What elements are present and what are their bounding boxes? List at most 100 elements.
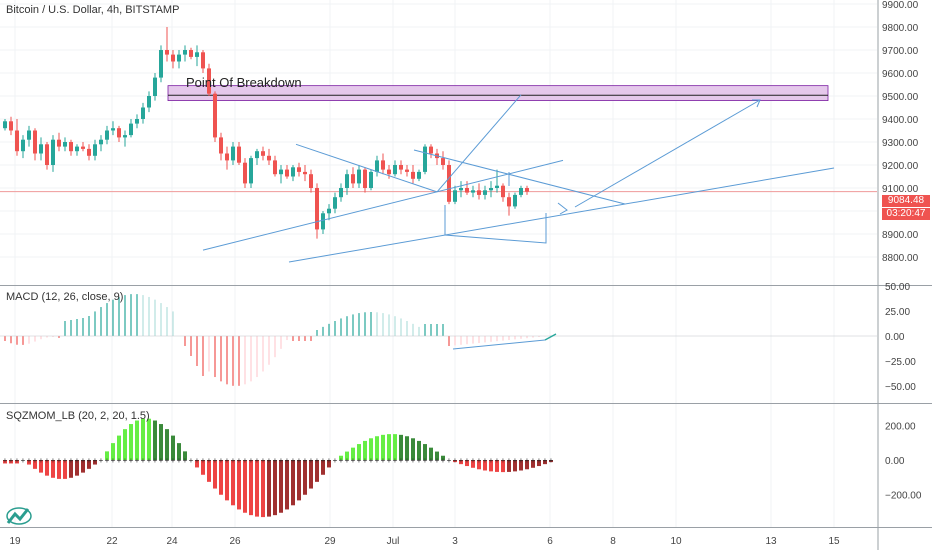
x-tick-0: 19 bbox=[9, 536, 21, 547]
trendline-1 bbox=[202, 159, 564, 251]
main-ytick-11: 8800.00 bbox=[882, 253, 919, 264]
candle-body-84 bbox=[507, 197, 511, 207]
sqz-dot-61: + bbox=[369, 456, 374, 465]
sqz-dot-16: + bbox=[99, 456, 104, 465]
macd-ytick-2: 0.00 bbox=[885, 332, 905, 343]
sqz-bar-87 bbox=[525, 460, 529, 470]
candle-body-23 bbox=[141, 107, 145, 119]
candle-body-46 bbox=[279, 169, 283, 175]
sqz-dot-44: + bbox=[267, 456, 272, 465]
sqz-bar-43 bbox=[261, 460, 265, 518]
candle-body-17 bbox=[105, 130, 109, 140]
sqz-dot-49: + bbox=[297, 456, 302, 465]
sqz-bar-10 bbox=[63, 460, 67, 479]
candle-body-18 bbox=[111, 128, 115, 131]
candle-body-71 bbox=[429, 146, 433, 154]
candle-body-24 bbox=[147, 96, 151, 108]
x-tick-8: 8 bbox=[610, 536, 616, 547]
sqz-bar-20 bbox=[123, 429, 127, 460]
sqz-bar-49 bbox=[297, 460, 301, 501]
sqz-bar-77 bbox=[465, 460, 469, 467]
sqz-bar-21 bbox=[129, 424, 133, 460]
sqz-bar-46 bbox=[279, 460, 283, 513]
sqz-dot-34: + bbox=[207, 456, 212, 465]
sqz-bar-17 bbox=[105, 451, 109, 460]
sqz-bar-24 bbox=[147, 418, 151, 460]
sqz-dot-47: + bbox=[285, 456, 290, 465]
sqz-dot-89: + bbox=[537, 456, 542, 465]
candle-body-44 bbox=[267, 155, 271, 161]
sqz-dot-41: + bbox=[249, 456, 254, 465]
macd-tail bbox=[544, 333, 557, 341]
sqz-bar-14 bbox=[87, 460, 91, 469]
sqz-bar-91 bbox=[549, 460, 553, 463]
macd-panel-title: MACD (12, 26, close, 9) bbox=[6, 291, 124, 303]
sqz-bar-73 bbox=[441, 455, 445, 460]
sqz-dot-88: + bbox=[531, 456, 536, 465]
sqz-bar-58 bbox=[351, 447, 355, 460]
candle-body-73 bbox=[441, 158, 445, 165]
sqz-dot-58: + bbox=[351, 456, 356, 465]
x-tick-10: 13 bbox=[765, 536, 777, 547]
candle-body-19 bbox=[117, 128, 121, 138]
x-tick-2: 24 bbox=[166, 536, 178, 547]
sqz-bar-57 bbox=[345, 451, 349, 460]
sqz-ytick-0: 200.00 bbox=[885, 421, 916, 432]
breakdown-annotation: Point Of Breakdown bbox=[186, 75, 302, 90]
candle-body-33 bbox=[201, 52, 205, 69]
sqz-dot-60: + bbox=[363, 456, 368, 465]
candle-body-36 bbox=[219, 137, 223, 154]
sqz-dot-0: + bbox=[3, 456, 8, 465]
x-tick-11: 15 bbox=[828, 536, 840, 547]
x-tick-1: 22 bbox=[106, 536, 118, 547]
resistance-zone bbox=[167, 85, 829, 102]
candle-body-77 bbox=[465, 188, 469, 193]
sqz-bar-66 bbox=[399, 434, 403, 460]
candle-body-1 bbox=[9, 121, 13, 131]
sqz-dot-63: + bbox=[381, 456, 386, 465]
sqz-bar-88 bbox=[531, 460, 535, 468]
sqz-bar-75 bbox=[453, 460, 457, 463]
sqz-dot-11: + bbox=[69, 456, 74, 465]
sqz-dot-59: + bbox=[357, 456, 362, 465]
candle-body-49 bbox=[297, 167, 301, 172]
main-ytick-3: 9600.00 bbox=[882, 69, 919, 80]
candle-body-87 bbox=[525, 188, 529, 192]
candle-body-66 bbox=[399, 165, 403, 170]
sqz-bar-83 bbox=[501, 460, 505, 473]
candle-body-41 bbox=[249, 158, 253, 184]
sqz-bar-7 bbox=[45, 460, 49, 476]
sqz-bar-42 bbox=[255, 460, 259, 517]
candle-body-10 bbox=[63, 142, 67, 147]
sqz-dot-84: + bbox=[507, 456, 512, 465]
candle-body-48 bbox=[291, 167, 295, 177]
sqz-dot-54: + bbox=[327, 456, 332, 465]
candle-body-31 bbox=[189, 50, 193, 57]
sqz-dot-48: + bbox=[291, 456, 296, 465]
main-ytick-0: 9900.00 bbox=[882, 0, 919, 11]
sqz-dot-52: + bbox=[315, 456, 320, 465]
candle-body-35 bbox=[213, 93, 217, 138]
sqz-dot-8: + bbox=[51, 456, 56, 465]
macd-ytick-0: 50.00 bbox=[885, 282, 910, 293]
candle-body-7 bbox=[45, 144, 49, 165]
candle-body-64 bbox=[387, 169, 391, 175]
main-ytick-4: 9500.00 bbox=[882, 92, 919, 103]
sqz-dot-12: + bbox=[75, 456, 80, 465]
sqz-bar-25 bbox=[153, 420, 157, 460]
sqz-bar-59 bbox=[357, 444, 361, 460]
sqz-bar-28 bbox=[171, 435, 175, 460]
sqz-bar-26 bbox=[159, 424, 163, 460]
macd-ytick-4: −50.00 bbox=[885, 382, 916, 393]
sqz-bar-81 bbox=[489, 460, 493, 472]
sqz-dot-79: + bbox=[477, 456, 482, 465]
sqz-dot-36: + bbox=[219, 456, 224, 465]
sqz-bar-48 bbox=[291, 460, 295, 506]
sqz-dot-15: + bbox=[93, 456, 98, 465]
sqz-dot-64: + bbox=[387, 456, 392, 465]
tradingview-logo-icon[interactable] bbox=[6, 503, 32, 525]
main-panel-title: Bitcoin / U.S. Dollar, 4h, BITSTAMP bbox=[6, 4, 180, 16]
sqz-dot-86: + bbox=[519, 456, 524, 465]
candle-body-11 bbox=[69, 142, 73, 152]
